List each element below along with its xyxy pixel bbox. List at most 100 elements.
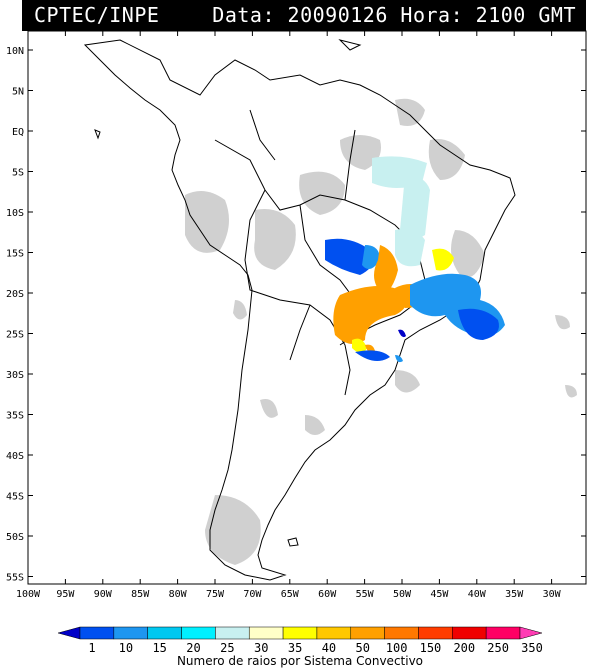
legend-swatch [113, 626, 148, 640]
south-america-coastline [83, 39, 516, 581]
legend-swatch [248, 626, 284, 640]
legend-colorbar [57, 626, 543, 640]
cloud-area [254, 209, 296, 270]
latitude-label: 35S [6, 411, 24, 422]
lightning-cluster [333, 286, 407, 344]
title-bar: CPTEC/INPE Data: 20090126 Hora: 2100 GMT [22, 0, 586, 31]
longitude-label: 100W [16, 589, 41, 600]
legend-swatch [57, 626, 81, 640]
legend-label: 20 [186, 641, 200, 655]
country-borders [214, 109, 426, 396]
legend-swatch [485, 626, 521, 640]
lightning-cluster [400, 175, 430, 239]
falkland-islands [287, 537, 299, 547]
longitude-label: 45W [430, 589, 449, 600]
legend-swatch [181, 626, 216, 640]
legend-swatch [384, 626, 419, 640]
latitude-label: 15S [6, 249, 24, 260]
cloud-area [305, 415, 325, 435]
lightning-cluster [458, 308, 499, 340]
legend-label: 200 [453, 641, 475, 655]
legend-swatch [147, 626, 182, 640]
lightning-cluster [395, 355, 403, 363]
latitude-label: 55S [6, 573, 24, 584]
latitude-label: 10N [6, 46, 24, 57]
lightning-cluster [352, 338, 367, 353]
longitude-label: 30W [543, 589, 562, 600]
coastline-layer [83, 39, 516, 581]
lightning-cluster [395, 228, 425, 267]
legend-label: 1 [88, 641, 95, 655]
cloud-area [451, 230, 485, 278]
lightning-cluster [374, 245, 398, 295]
legend-label: 350 [521, 641, 543, 655]
lightning-cluster [325, 238, 374, 275]
cloud-area [233, 300, 247, 320]
latitude-label: 10S [6, 208, 24, 219]
lightning-cluster [362, 245, 380, 269]
datetime-label: Data: 20090126 Hora: 2100 GMT [212, 3, 576, 27]
cloud-area [260, 399, 278, 418]
longitude-label: 55W [356, 589, 375, 600]
legend-label: 35 [288, 641, 302, 655]
longitude-label: 80W [169, 589, 188, 600]
latitude-label: 25S [6, 330, 24, 341]
legend-swatch [215, 626, 250, 640]
latitude-label: 5S [12, 168, 24, 179]
map-ticks [27, 31, 586, 584]
latitude-label: 50S [6, 532, 24, 543]
longitude-label: 75W [206, 589, 225, 600]
source-label: CPTEC/INPE [34, 3, 160, 27]
latitude-label: EQ [12, 127, 24, 138]
cloud-area [565, 385, 577, 398]
legend-title: Numero de raios por Sistema Convectivo [177, 654, 423, 668]
cloud-area [395, 98, 425, 126]
cloud-area [428, 139, 465, 180]
legend-swatch [79, 626, 115, 640]
lightning-cluster [398, 329, 406, 338]
latitude-label: 30S [6, 370, 24, 381]
legend-swatch [418, 626, 453, 640]
latitude-label: 40S [6, 451, 24, 462]
legend-label: 10 [119, 641, 133, 655]
latitude-labels: 10N 5N EQ 5S 10S 15S 20S 25S 30S 35S 40S 45S 50S 55S [6, 46, 24, 584]
longitude-label: 85W [131, 589, 150, 600]
map-frame [27, 30, 587, 585]
legend-swatch [350, 626, 385, 640]
legend-label: 40 [322, 641, 336, 655]
cloud-area [205, 495, 261, 565]
longitude-label: 50W [393, 589, 412, 600]
cloud-area [395, 370, 420, 393]
legend-swatch [519, 626, 543, 640]
latitude-label: 5N [12, 87, 24, 98]
lightning-cluster [432, 248, 454, 271]
legend-label: 25 [220, 641, 234, 655]
longitude-label: 95W [56, 589, 75, 600]
legend-swatch [316, 626, 352, 640]
longitude-label: 60W [318, 589, 337, 600]
legend-labels: 1 10 15 20 25 30 35 40 50 100 150 200 250 350 [88, 641, 542, 655]
cloud-cover-layer [185, 98, 577, 565]
longitude-label: 65W [281, 589, 300, 600]
longitude-label: 70W [243, 589, 262, 600]
longitude-labels: 100W 95W 90W 85W 80W 75W 70W 65W 60W 55W 50W 45W 40W… [16, 589, 562, 600]
caribbean-islands [94, 39, 362, 140]
legend-label: 15 [152, 641, 166, 655]
cloud-area [299, 171, 345, 215]
lightning-cluster [355, 350, 390, 361]
longitude-label: 35W [505, 589, 524, 600]
longitude-label: 40W [468, 589, 487, 600]
cloud-area [185, 191, 229, 253]
cloud-area [555, 315, 570, 330]
legend-swatch [282, 626, 318, 640]
legend-label: 30 [254, 641, 268, 655]
legend-swatch [452, 626, 487, 640]
legend-label: 150 [420, 641, 442, 655]
longitude-label: 90W [94, 589, 113, 600]
legend-label: 50 [356, 641, 370, 655]
legend-label: 250 [487, 641, 509, 655]
legend-label: 100 [386, 641, 408, 655]
latitude-label: 20S [6, 289, 24, 300]
latitude-label: 45S [6, 492, 24, 503]
